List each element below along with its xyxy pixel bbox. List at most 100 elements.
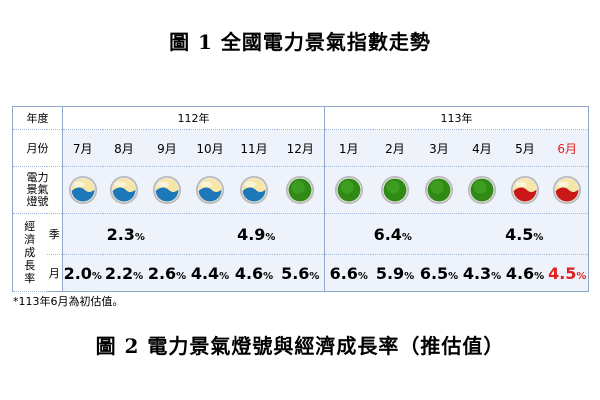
light-cell [102, 166, 146, 214]
monthly-number: 2.6 [147, 263, 177, 283]
monthly-number: 4.6 [505, 263, 535, 283]
yellow-blue-light-icon [152, 175, 182, 205]
monthly-number: 5.6 [281, 263, 310, 283]
percent-sign: % [401, 231, 412, 243]
green-light-icon [286, 175, 315, 205]
quarter-value-cell: 4.5% [460, 213, 589, 255]
quarter-value: 4.5% [505, 225, 543, 244]
percent-sign: % [491, 270, 502, 282]
light-header-text: 電力景氣燈號 [26, 171, 49, 208]
quarter-number: 4.5 [505, 224, 534, 244]
month-cell: 7月 [62, 129, 103, 167]
month-cell-preliminary: 6月 [546, 129, 589, 167]
power-economy-table: 年度 112年 113年 月份 7月 8月 9月 10月 11月 12月 1月 … [12, 106, 589, 292]
light-cell [372, 166, 418, 214]
yellow-blue-light-icon [68, 175, 97, 205]
yellow-blue-light-icon [195, 175, 225, 205]
yellow-red-light-icon [510, 175, 540, 205]
green-light-icon [424, 175, 454, 205]
monthly-value-cell: 2.0% [62, 254, 103, 292]
footnote: *113年6月為初估值。 [13, 295, 124, 308]
monthly-value-cell: 4.6% [503, 254, 547, 292]
figure-1-title: 圖 1 全國電力景氣指數走勢 [169, 30, 431, 54]
green-light-icon [467, 175, 497, 205]
green-light-icon [334, 175, 363, 205]
quarter-number: 4.9 [237, 224, 266, 244]
month-cell: 5月 [503, 129, 547, 167]
percent-sign: % [534, 270, 545, 282]
light-header: 電力景氣燈號 [12, 166, 63, 214]
monthly-value: 2.2% [105, 264, 143, 283]
yellow-blue-light-icon [239, 175, 269, 205]
monthly-value-preliminary: 4.5% [548, 264, 586, 283]
green-light-icon [380, 175, 410, 205]
monthly-value: 6.6% [330, 264, 368, 283]
monthly-value: 4.6% [506, 264, 544, 283]
quarter-value-cell: 4.9% [188, 213, 325, 255]
percent-sign: % [448, 270, 459, 282]
monthly-value-cell: 4.4% [188, 254, 232, 292]
percent-sign: % [404, 270, 415, 282]
percent-sign: % [176, 270, 187, 282]
yellow-red-light-icon [553, 175, 582, 205]
quarter-value: 6.4% [374, 225, 412, 244]
monthly-value: 6.5% [420, 264, 458, 283]
month-cell: 4月 [460, 129, 504, 167]
monthly-value: 4.4% [191, 264, 229, 283]
month-cell: 10月 [188, 129, 232, 167]
percent-sign: % [357, 270, 368, 282]
quarter-label: 季 [46, 213, 63, 255]
monthly-value: 5.9% [376, 264, 414, 283]
monthly-number: 4.3 [462, 263, 492, 283]
month-cell: 2月 [372, 129, 418, 167]
quarter-value-cell: 6.4% [324, 213, 461, 255]
monthly-value-cell: 6.6% [324, 254, 373, 292]
quarter-value: 2.3% [107, 225, 145, 244]
quarter-value: 4.9% [237, 225, 275, 244]
month-cell: 9月 [145, 129, 189, 167]
monthly-value-cell: 5.6% [276, 254, 325, 292]
monthly-value: 2.0% [64, 264, 102, 283]
monthly-value-cell-preliminary: 4.5% [546, 254, 589, 292]
monthly-number: 2.0 [63, 263, 92, 283]
month-header: 月份 [12, 129, 63, 167]
monthly-value-cell: 2.2% [102, 254, 146, 292]
light-cell [62, 166, 103, 214]
econ-growth-header-text: 經濟成長率 [24, 220, 36, 285]
monthly-number: 4.5 [548, 263, 577, 283]
light-cell [188, 166, 232, 214]
month-cell: 11月 [231, 129, 277, 167]
monthly-number: 4.4 [190, 263, 220, 283]
percent-sign: % [576, 270, 587, 282]
percent-sign: % [265, 231, 276, 243]
light-cell [546, 166, 589, 214]
month-cell: 1月 [324, 129, 373, 167]
quarter-number: 6.4 [373, 224, 402, 244]
monthly-value: 4.6% [235, 264, 273, 283]
monthly-value-cell: 5.9% [372, 254, 418, 292]
monthly-value: 2.6% [148, 264, 186, 283]
monthly-value: 5.6% [281, 264, 319, 283]
quarter-value-cell: 2.3% [62, 213, 189, 255]
monthly-value-cell: 4.3% [460, 254, 504, 292]
figure-2-caption: 圖 2 電力景氣燈號與經濟成長率（推估值） [95, 334, 505, 358]
monthly-value-cell: 4.6% [231, 254, 277, 292]
light-cell [276, 166, 325, 214]
econ-growth-header: 經濟成長率 [12, 213, 47, 292]
light-cell [145, 166, 189, 214]
monthly-number: 4.6 [234, 263, 264, 283]
quarter-number: 2.3 [106, 224, 135, 244]
yellow-blue-light-icon [109, 175, 139, 205]
light-cell [503, 166, 547, 214]
percent-sign: % [91, 270, 102, 282]
month-cell: 12月 [276, 129, 325, 167]
percent-sign: % [219, 270, 230, 282]
percent-sign: % [133, 270, 144, 282]
monthly-label: 月 [46, 254, 63, 292]
year-113: 113年 [324, 106, 589, 130]
percent-sign: % [309, 270, 320, 282]
monthly-number: 5.9 [375, 263, 405, 283]
month-cell: 3月 [417, 129, 461, 167]
monthly-value: 4.3% [463, 264, 501, 283]
light-cell [231, 166, 277, 214]
